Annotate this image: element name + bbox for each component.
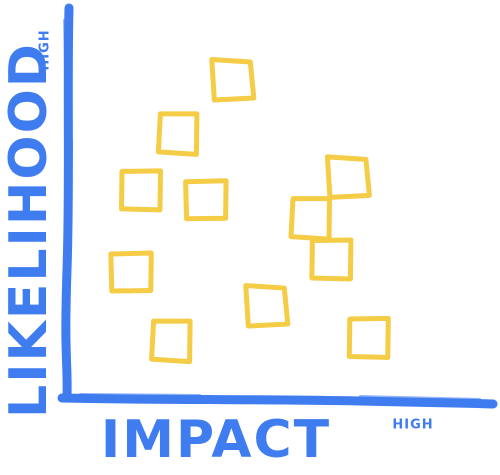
sticky-note (209, 56, 257, 103)
sticky-note (155, 111, 200, 157)
y-axis-label: LIKELIHOOD (0, 42, 59, 418)
y-axis (61, 3, 74, 403)
y-axis-high-label: HIGH (38, 29, 53, 70)
sticky-note-outline (243, 283, 291, 329)
sticky-notes (108, 56, 391, 365)
sticky-note-outline (155, 111, 200, 157)
x-axis-line (57, 393, 498, 409)
sticky-note-outline (149, 318, 193, 365)
sticky-note (119, 168, 163, 213)
sticky-note-outline (324, 154, 372, 200)
x-axis (57, 393, 498, 409)
sticky-note-outline (288, 196, 332, 242)
sticky-note (243, 283, 291, 329)
x-axis-line-texture (79, 393, 481, 405)
sticky-note (309, 237, 354, 282)
sticky-note (108, 250, 154, 294)
sticky-note-outline (346, 315, 391, 360)
sticky-note-outline (119, 168, 163, 213)
x-axis-label: IMPACT (101, 410, 331, 470)
sticky-note (324, 154, 372, 200)
sticky-note (183, 178, 229, 222)
sticky-note-outline (309, 237, 354, 282)
x-axis-high-label: HIGH (392, 418, 433, 433)
sticky-note-outline (183, 178, 229, 222)
sticky-note (149, 318, 193, 365)
sticky-note-outline (209, 56, 257, 103)
sticky-note-outline (108, 250, 154, 294)
y-axis-line (61, 3, 74, 403)
y-axis-line-texture (63, 19, 73, 381)
sticky-note (288, 196, 332, 242)
sticky-note (346, 315, 391, 360)
